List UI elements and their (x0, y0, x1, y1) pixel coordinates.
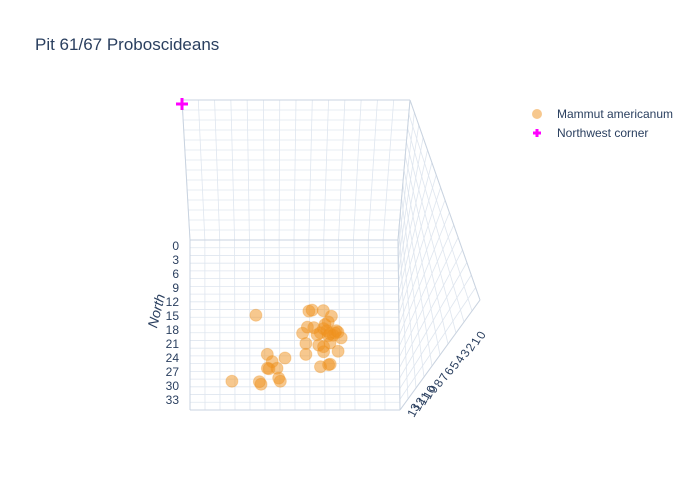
grid-line (408, 113, 473, 312)
grid-line (404, 155, 449, 345)
north-axis-title: North (144, 292, 168, 329)
box-edge (397, 239, 401, 411)
north-tick-label: 18 (166, 323, 180, 337)
legend-label-mammut: Mammut americanum (557, 107, 673, 121)
legend[interactable]: Mammut americanum Northwest corner (532, 107, 673, 140)
mammut-point[interactable] (254, 377, 268, 391)
east-tick-label: 10 (420, 383, 439, 402)
mammut-point[interactable] (278, 351, 292, 365)
mammut-point[interactable] (273, 374, 287, 388)
north-tick-label: 27 (166, 365, 180, 379)
grid-line (400, 211, 417, 389)
north-tick-label: 30 (166, 379, 180, 393)
mammut-point[interactable] (225, 374, 239, 388)
grid-line (406, 141, 457, 334)
north-tick-label: 3 (172, 253, 179, 267)
grid-line (407, 127, 465, 323)
north-tick-label: 33 (166, 393, 180, 407)
north-tick-label: 15 (166, 309, 180, 323)
mammut-point[interactable] (296, 326, 310, 340)
north-tick-label: 0 (172, 239, 179, 253)
mammut-point[interactable] (305, 303, 319, 317)
legend-item-northwest[interactable]: Northwest corner (533, 126, 648, 140)
north-tick-label: 12 (166, 295, 180, 309)
mammut-point[interactable] (334, 331, 348, 345)
mammut-point[interactable] (262, 362, 276, 376)
north-tick-label: 9 (172, 281, 179, 295)
north-tick-label: 24 (166, 351, 180, 365)
legend-circle-marker (532, 109, 542, 119)
chart-title: Pit 61/67 Proboscideans (35, 35, 219, 54)
mammut-point[interactable] (317, 340, 331, 354)
mammut-point[interactable] (331, 344, 345, 358)
north-tick-label: 6 (172, 267, 179, 281)
grid-layer (181, 99, 481, 411)
northwest-corner-marker[interactable] (176, 98, 188, 110)
grid-line (402, 183, 433, 367)
east-tick-label: 13 (404, 401, 423, 420)
grid-line (401, 197, 425, 378)
east-tick-label: 12 (410, 395, 429, 414)
legend-item-mammut[interactable]: Mammut americanum (532, 107, 673, 121)
mammut-point[interactable] (307, 321, 321, 335)
box-edge (181, 99, 191, 241)
mammut-point[interactable] (249, 308, 263, 322)
data-points-layer[interactable] (176, 98, 348, 391)
box-edge (397, 99, 411, 241)
grid-line (398, 225, 409, 400)
box-edge (409, 99, 481, 301)
legend-label-northwest: Northwest corner (557, 126, 648, 140)
grid-line (403, 169, 441, 356)
mammut-point[interactable] (299, 347, 313, 361)
legend-cross-marker (533, 129, 541, 137)
box-edge (399, 299, 481, 411)
north-tick-label: 21 (166, 337, 180, 351)
mammut-point[interactable] (314, 360, 327, 374)
